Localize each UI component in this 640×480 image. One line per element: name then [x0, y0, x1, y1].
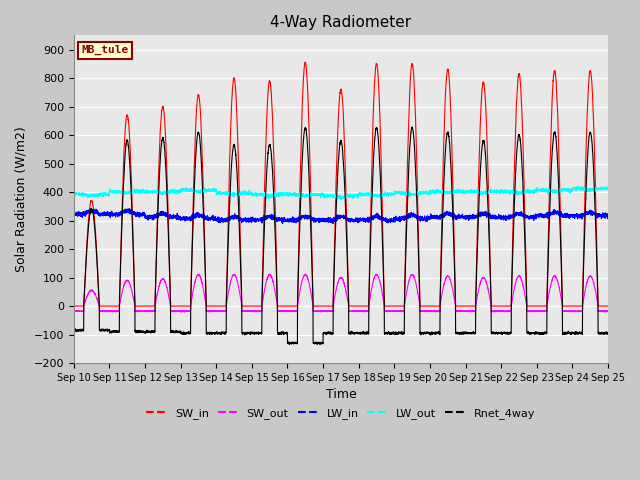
- Line: LW_out: LW_out: [74, 187, 608, 200]
- X-axis label: Time: Time: [326, 388, 356, 401]
- SW_in: [604, 303, 611, 309]
- Rnet_4way: [461, 330, 468, 336]
- Rnet_4way: [491, 330, 499, 336]
- Line: SW_in: SW_in: [74, 62, 608, 306]
- LW_out: [70, 192, 77, 198]
- SW_out: [321, 308, 329, 314]
- LW_in: [604, 212, 612, 218]
- LW_out: [431, 188, 439, 194]
- Legend: SW_in, SW_out, LW_in, LW_out, Rnet_4way: SW_in, SW_out, LW_in, LW_out, Rnet_4way: [141, 403, 540, 423]
- SW_in: [461, 303, 468, 309]
- SW_in: [321, 303, 329, 309]
- SW_in: [604, 303, 612, 309]
- SW_in: [491, 303, 499, 309]
- Text: MB_tule: MB_tule: [82, 45, 129, 55]
- LW_out: [321, 192, 328, 198]
- LW_in: [70, 211, 77, 217]
- LW_in: [604, 212, 611, 217]
- SW_in: [166, 270, 173, 276]
- Rnet_4way: [604, 331, 612, 337]
- SW_out: [70, 308, 77, 314]
- LW_out: [166, 189, 173, 195]
- SW_out: [166, 300, 173, 305]
- Line: Rnet_4way: Rnet_4way: [74, 127, 608, 344]
- LW_out: [604, 187, 611, 192]
- SW_out: [461, 308, 468, 314]
- LW_in: [321, 216, 329, 222]
- Line: LW_in: LW_in: [74, 209, 608, 224]
- Rnet_4way: [604, 329, 611, 335]
- Rnet_4way: [70, 328, 77, 334]
- SW_out: [491, 308, 499, 314]
- LW_out: [491, 189, 499, 194]
- LW_in: [125, 206, 133, 212]
- Y-axis label: Solar Radiation (W/m2): Solar Radiation (W/m2): [15, 126, 28, 272]
- Rnet_4way: [285, 341, 293, 347]
- Rnet_4way: [431, 329, 439, 335]
- LW_in: [431, 215, 439, 220]
- LW_out: [461, 189, 468, 195]
- SW_in: [431, 303, 439, 309]
- LW_out: [337, 197, 345, 203]
- LW_in: [491, 216, 499, 222]
- SW_out: [301, 271, 309, 277]
- SW_out: [136, 309, 143, 315]
- SW_out: [604, 308, 612, 314]
- SW_in: [301, 59, 309, 65]
- LW_in: [166, 216, 173, 222]
- LW_out: [602, 184, 610, 190]
- Rnet_4way: [408, 124, 416, 130]
- Line: SW_out: SW_out: [74, 274, 608, 312]
- SW_out: [604, 308, 611, 314]
- Rnet_4way: [166, 276, 173, 282]
- LW_out: [604, 186, 612, 192]
- Title: 4-Way Radiometer: 4-Way Radiometer: [270, 15, 412, 30]
- LW_in: [329, 221, 337, 227]
- SW_in: [70, 303, 77, 309]
- Rnet_4way: [321, 330, 329, 336]
- SW_out: [431, 308, 439, 314]
- LW_in: [461, 213, 468, 219]
